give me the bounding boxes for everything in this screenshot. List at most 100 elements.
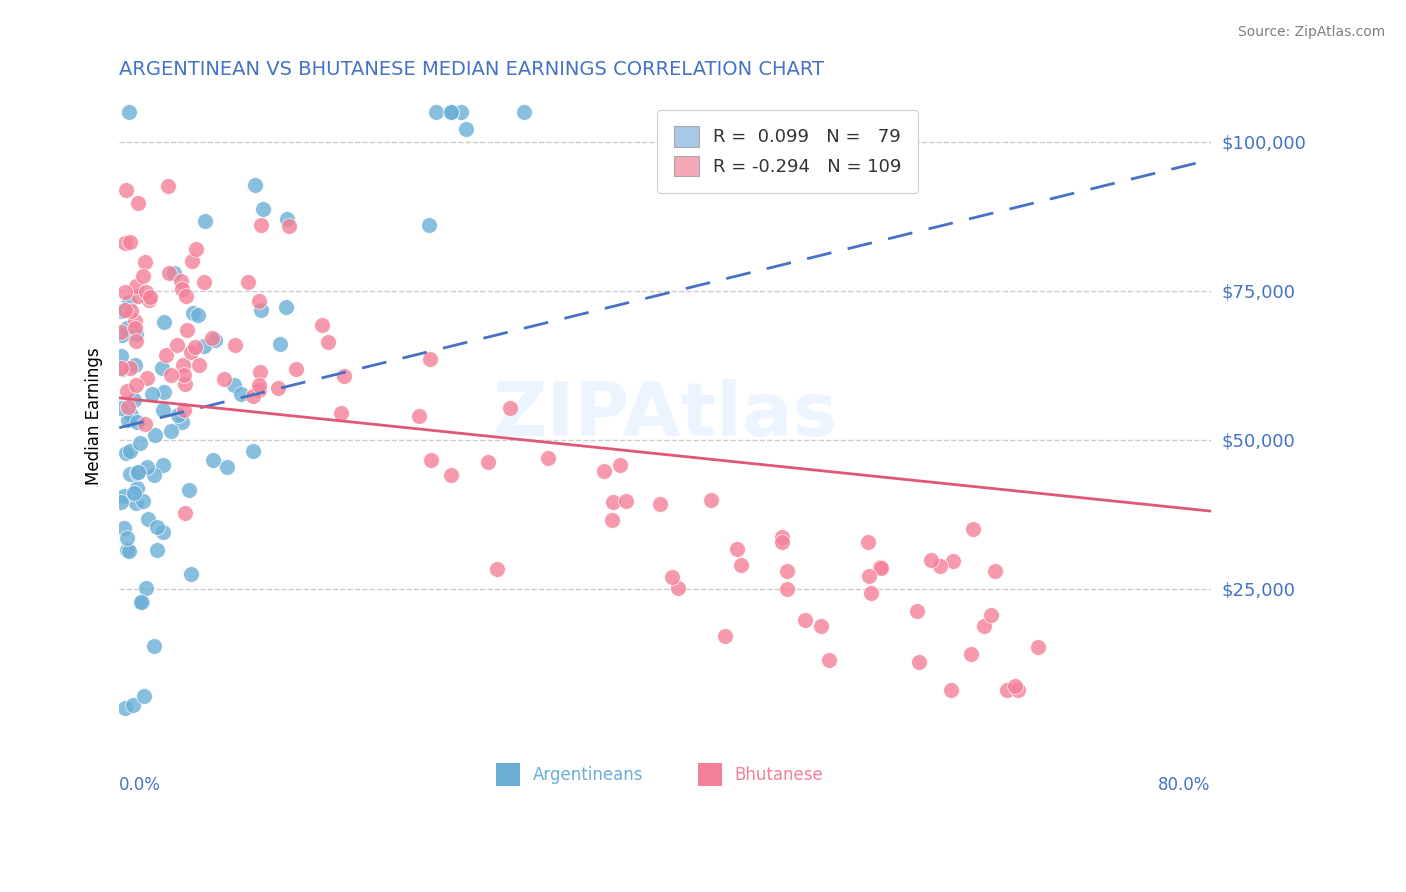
Point bbox=[856, 534, 879, 549]
Point bbox=[499, 401, 522, 415]
Point bbox=[125, 327, 148, 342]
Point bbox=[454, 121, 477, 136]
Point bbox=[318, 334, 340, 349]
Point bbox=[486, 562, 509, 576]
Point bbox=[250, 218, 273, 232]
Text: Argentineans: Argentineans bbox=[533, 765, 644, 783]
Point bbox=[187, 359, 209, 373]
Point bbox=[118, 467, 141, 482]
Point bbox=[136, 459, 159, 474]
Point bbox=[920, 553, 942, 567]
Point bbox=[142, 468, 165, 483]
Point bbox=[166, 337, 188, 351]
Point bbox=[125, 334, 148, 349]
Point bbox=[247, 384, 270, 398]
Point bbox=[120, 304, 142, 318]
Point bbox=[125, 377, 148, 392]
Point bbox=[592, 464, 614, 478]
Point bbox=[135, 582, 157, 596]
Point bbox=[176, 323, 198, 337]
Point bbox=[163, 267, 186, 281]
Y-axis label: Median Earnings: Median Earnings bbox=[86, 347, 103, 484]
Point bbox=[245, 178, 267, 192]
Point bbox=[419, 453, 441, 467]
Point bbox=[155, 348, 177, 362]
Text: ARGENTINEAN VS BHUTANESE MEDIAN EARNINGS CORRELATION CHART: ARGENTINEAN VS BHUTANESE MEDIAN EARNINGS… bbox=[120, 60, 824, 78]
Point bbox=[418, 218, 440, 232]
Point bbox=[330, 406, 353, 420]
Point bbox=[145, 542, 167, 557]
Point bbox=[172, 358, 194, 372]
Point bbox=[817, 653, 839, 667]
Point bbox=[247, 377, 270, 392]
Point bbox=[942, 554, 965, 568]
Point bbox=[180, 254, 202, 268]
Point bbox=[180, 344, 202, 359]
Point bbox=[118, 235, 141, 249]
Point bbox=[172, 282, 194, 296]
Point bbox=[995, 682, 1018, 697]
Point bbox=[730, 558, 752, 572]
Point bbox=[150, 360, 173, 375]
Point bbox=[136, 371, 159, 385]
Point bbox=[110, 360, 132, 375]
Point bbox=[222, 378, 245, 392]
Point bbox=[153, 385, 176, 400]
Point bbox=[193, 214, 215, 228]
Point bbox=[242, 389, 264, 403]
Point bbox=[201, 331, 224, 345]
Point bbox=[181, 306, 204, 320]
Point bbox=[153, 315, 176, 329]
Point bbox=[714, 629, 737, 643]
Point bbox=[115, 531, 138, 545]
Point bbox=[152, 402, 174, 417]
Point bbox=[212, 372, 235, 386]
Point bbox=[125, 466, 148, 480]
Point bbox=[152, 524, 174, 539]
Point bbox=[276, 212, 298, 227]
Point bbox=[141, 387, 163, 401]
Point bbox=[114, 302, 136, 317]
Point bbox=[132, 268, 155, 283]
Point bbox=[962, 522, 984, 536]
Point bbox=[193, 275, 215, 289]
Point bbox=[224, 338, 246, 352]
Point bbox=[193, 339, 215, 353]
Point bbox=[110, 495, 132, 509]
Point bbox=[870, 561, 893, 575]
Point bbox=[157, 179, 180, 194]
Legend: R =  0.099   N =   79, R = -0.294   N = 109: R = 0.099 N = 79, R = -0.294 N = 109 bbox=[657, 110, 918, 193]
Point bbox=[118, 104, 141, 119]
Point bbox=[173, 403, 195, 417]
Point bbox=[1004, 679, 1026, 693]
Point bbox=[984, 564, 1007, 578]
Point bbox=[120, 408, 142, 422]
Point bbox=[124, 320, 146, 334]
Point bbox=[184, 242, 207, 256]
Point bbox=[242, 444, 264, 458]
Text: Source: ZipAtlas.com: Source: ZipAtlas.com bbox=[1237, 25, 1385, 39]
Point bbox=[172, 415, 194, 429]
Point bbox=[184, 340, 207, 354]
Point bbox=[117, 400, 139, 414]
Point bbox=[285, 361, 308, 376]
Point bbox=[146, 520, 169, 534]
Point bbox=[112, 490, 135, 504]
Point bbox=[111, 362, 134, 376]
Point bbox=[127, 195, 149, 210]
Point bbox=[810, 619, 832, 633]
Point bbox=[125, 279, 148, 293]
Point bbox=[609, 458, 631, 472]
Point bbox=[143, 639, 166, 653]
Point bbox=[537, 450, 560, 465]
Point bbox=[110, 349, 132, 363]
Point bbox=[114, 700, 136, 714]
Point bbox=[450, 104, 472, 119]
Point bbox=[117, 320, 139, 334]
Point bbox=[905, 604, 928, 618]
Point bbox=[131, 595, 153, 609]
Text: 0.0%: 0.0% bbox=[120, 776, 162, 794]
Point bbox=[973, 618, 995, 632]
Point bbox=[127, 289, 149, 303]
Point bbox=[111, 304, 134, 318]
